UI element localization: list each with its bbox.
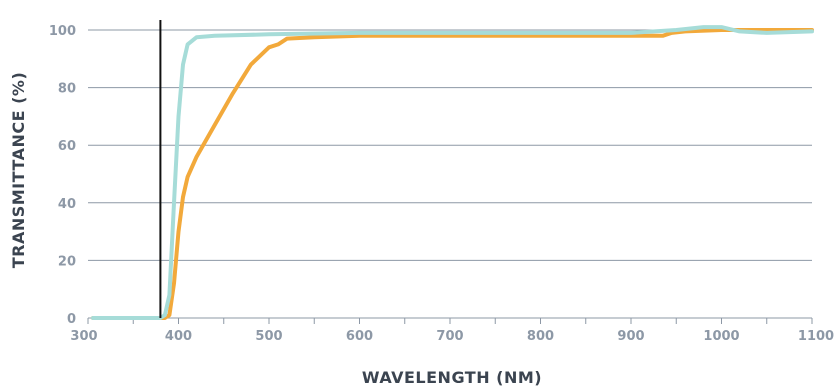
x-tick-label-500: 500 xyxy=(255,329,282,344)
y-tick-label-0: 0 xyxy=(67,312,76,327)
x-axis-tick-labels: 300 400 500 600 700 800 900 1000 1100 xyxy=(70,329,834,344)
y-axis-title: TRANSMITTANCE (%) xyxy=(9,72,28,269)
x-tick-label-800: 800 xyxy=(527,329,554,344)
x-tick-label-600: 600 xyxy=(346,329,373,344)
x-tick-label-1100: 1100 xyxy=(798,329,834,344)
gridlines xyxy=(88,29,812,261)
y-tick-label-20: 20 xyxy=(58,254,76,269)
x-tick-label-900: 900 xyxy=(617,329,644,344)
series-line-1 xyxy=(91,28,814,320)
x-tick-label-700: 700 xyxy=(436,329,463,344)
x-tick-label-400: 400 xyxy=(165,329,192,344)
data-series xyxy=(91,25,814,320)
y-tick-label-60: 60 xyxy=(58,139,76,154)
x-tick-label-300: 300 xyxy=(70,329,97,344)
y-tick-label-40: 40 xyxy=(58,197,76,212)
x-axis-ticks xyxy=(87,318,813,324)
y-tick-label-100: 100 xyxy=(49,24,76,39)
y-tick-label-80: 80 xyxy=(58,82,76,97)
series-line-2 xyxy=(91,25,814,320)
x-axis-title: WAVELENGTH (NM) xyxy=(362,368,542,387)
y-axis-tick-labels: 0 20 40 60 80 100 xyxy=(49,24,76,327)
x-tick-label-1000: 1000 xyxy=(703,329,739,344)
